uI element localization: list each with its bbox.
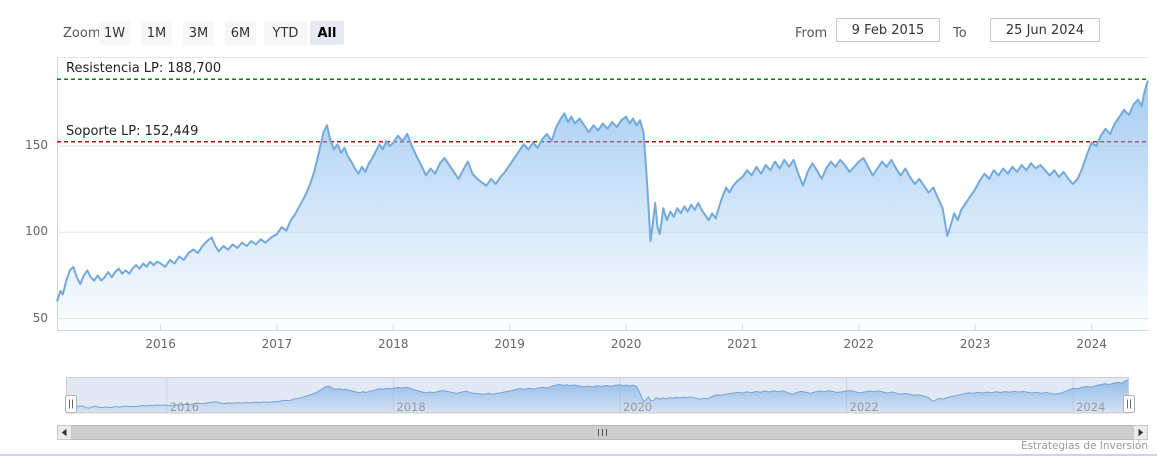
navigator-line [65, 379, 1129, 412]
x-axis-label: 2024 [1076, 337, 1107, 351]
support-label: Soporte LP: 152,449 [66, 124, 199, 139]
x-axis-label: 2018 [378, 337, 409, 351]
y-axis-label: 50 [32, 310, 48, 325]
navigator-right-handle[interactable] [1123, 395, 1135, 413]
range-button-1w[interactable]: 1W [99, 21, 130, 45]
navigator-axis-label: 2016 [169, 400, 200, 414]
y-axis-label: 150 [25, 138, 48, 153]
right-arrow-icon [1138, 428, 1144, 437]
scrollbar-left-arrow-button[interactable] [57, 425, 72, 440]
to-date-input[interactable] [990, 18, 1100, 42]
x-axis-label: 2016 [145, 337, 176, 351]
bottom-divider [0, 454, 1157, 456]
range-button-3m[interactable]: 3M [183, 21, 214, 45]
navigator-axis-label: 2018 [396, 400, 426, 414]
x-axis-ticks [160, 324, 1093, 331]
from-label: From [795, 26, 828, 41]
from-date-input[interactable] [836, 18, 940, 42]
range-button-all[interactable]: All [310, 21, 344, 45]
resistance-label: Resistencia LP: 188,700 [66, 61, 222, 76]
navigator-mask[interactable] [66, 377, 1129, 414]
x-axis-label: 2017 [261, 337, 293, 351]
zoom-label: Zoom [63, 26, 101, 41]
navigator-axis-label: 2024 [1076, 400, 1106, 414]
price-area-fill[interactable] [57, 80, 1148, 331]
navigator[interactable] [65, 377, 1135, 414]
y-axis-label: 100 [25, 224, 48, 239]
x-axis-label: 2019 [494, 337, 525, 351]
x-axis-label: 2021 [727, 337, 758, 351]
navigator-left-handle[interactable] [65, 395, 77, 413]
x-axis-label: 2022 [843, 337, 875, 351]
price-line[interactable] [56, 80, 1149, 302]
credits-link[interactable]: Estrategias de Inversión [1020, 440, 1148, 452]
navigator-axis-label: 2020 [622, 400, 653, 414]
range-button-ytd[interactable]: YTD [264, 21, 307, 45]
scrollbar[interactable] [57, 425, 1148, 440]
navigator-axis-label: 2022 [849, 400, 879, 414]
to-label: To [953, 26, 967, 41]
range-button-6m[interactable]: 6M [225, 21, 256, 45]
range-button-1m[interactable]: 1M [141, 21, 172, 45]
scrollbar-grip-icon [598, 429, 607, 436]
x-axis-label: 2020 [610, 337, 642, 351]
x-axis-label: 2023 [959, 337, 991, 351]
left-arrow-icon [61, 428, 67, 437]
scrollbar-right-arrow-button[interactable] [1133, 425, 1148, 440]
